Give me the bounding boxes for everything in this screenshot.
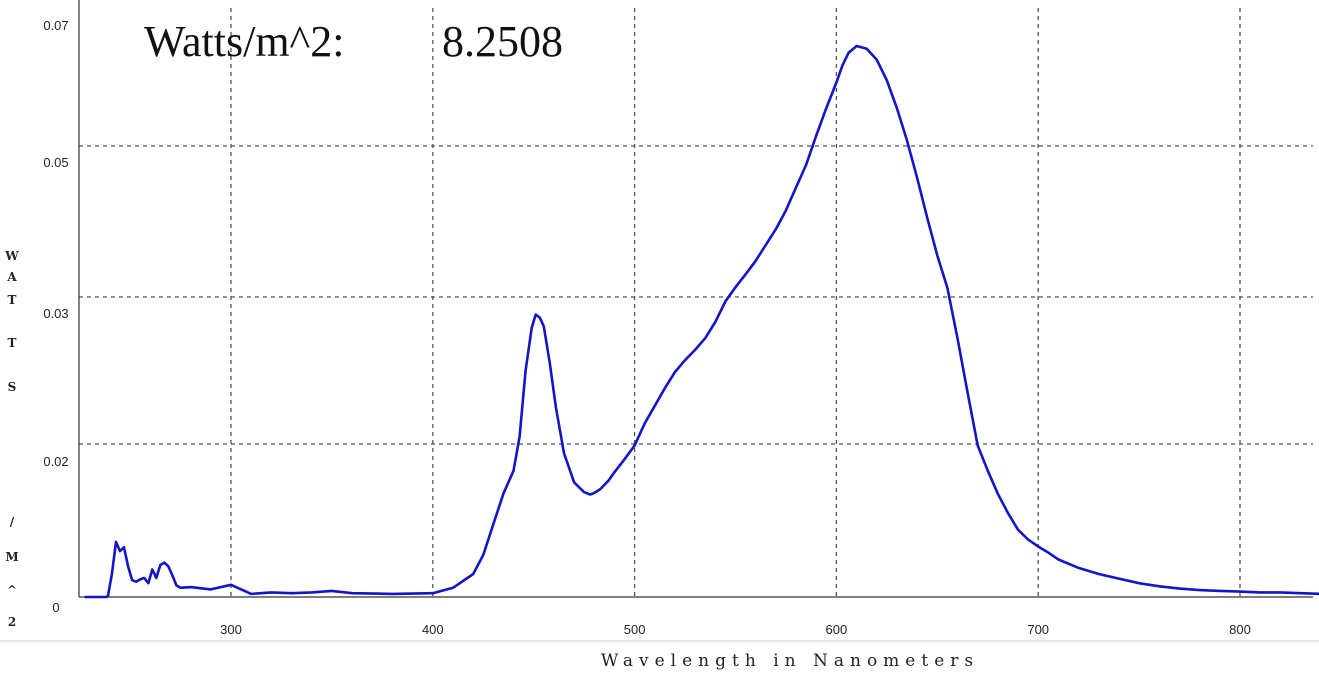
y-axis-label-char: / <box>10 515 15 529</box>
grid-lines <box>79 8 1313 597</box>
y-tick-label-0.03: 0.03 <box>43 306 68 321</box>
power-label: Watts/m^2: <box>144 17 344 66</box>
y-tick-labels: 0 0.02 0.03 0.05 0.07 <box>43 18 68 615</box>
y-tick-label-0.02: 0.02 <box>43 454 68 469</box>
y-tick-label-0.05: 0.05 <box>43 155 68 170</box>
y-axis-label-char: A <box>6 270 17 284</box>
y-tick-label-0.07: 0.07 <box>43 18 68 33</box>
series-line-0 <box>84 44 1319 599</box>
power-value: 8.2508 <box>442 17 563 66</box>
series-group <box>84 44 1319 599</box>
x-tick-label-400: 400 <box>422 622 444 637</box>
x-axis-label: Wavelength in Nanometers <box>601 651 979 671</box>
x-tick-label-800: 800 <box>1229 622 1251 637</box>
y-tick-label-0: 0 <box>52 600 59 615</box>
x-tick-label-700: 700 <box>1027 622 1049 637</box>
y-axis-label-char: ^ <box>7 583 17 597</box>
x-tick-label-600: 600 <box>826 622 848 637</box>
y-axis-label-char: T <box>8 336 17 350</box>
x-tick-label-300: 300 <box>220 622 242 637</box>
y-axis-label-char: S <box>8 380 17 394</box>
y-axis-label-char: M <box>5 550 18 564</box>
y-axis-label-char: 2 <box>8 615 16 629</box>
x-tick-label-500: 500 <box>624 622 646 637</box>
y-axis-label-char: W <box>4 249 19 263</box>
x-tick-labels: 300 400 500 600 700 800 <box>220 622 1251 637</box>
axes <box>0 0 1319 642</box>
y-axis-label-char: T <box>8 293 17 307</box>
